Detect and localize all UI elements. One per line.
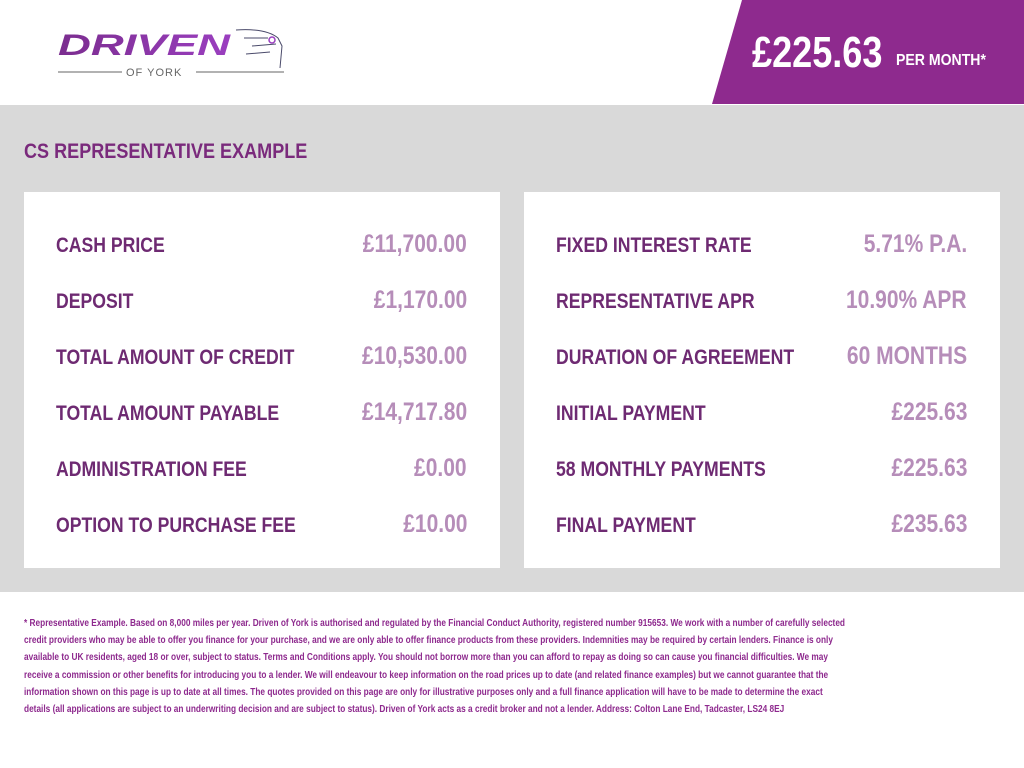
finance-row: TOTAL AMOUNT OF CREDIT £10,530.00 xyxy=(56,342,467,372)
finance-row: FIXED INTEREST RATE 5.71% P.A. xyxy=(556,230,967,260)
finance-row: OPTION TO PURCHASE FEE £10.00 xyxy=(56,510,467,540)
finance-row: REPRESENTATIVE APR 10.90% APR xyxy=(556,286,967,316)
finance-value: £0.00 xyxy=(414,454,467,482)
finance-label: CASH PRICE xyxy=(56,234,165,257)
section-title: CS REPRESENTATIVE EXAMPLE xyxy=(24,140,308,163)
finance-row: INITIAL PAYMENT £225.63 xyxy=(556,398,967,428)
finance-value: 10.90% APR xyxy=(846,286,967,314)
disclaimer-line: credit providers who may be able to offe… xyxy=(24,634,833,647)
monthly-price-banner: £225.63 PER MONTH* xyxy=(712,0,1024,104)
finance-row: CASH PRICE £11,700.00 xyxy=(56,230,467,260)
finance-row: TOTAL AMOUNT PAYABLE £14,717.80 xyxy=(56,398,467,428)
finance-label: TOTAL AMOUNT PAYABLE xyxy=(56,402,280,425)
driven-of-york-logo[interactable]: DRIVEN OF YORK xyxy=(56,24,291,80)
finance-row: DURATION OF AGREEMENT 60 MONTHS xyxy=(556,342,967,372)
finance-label: TOTAL AMOUNT OF CREDIT xyxy=(56,346,295,369)
representative-example-section: CS REPRESENTATIVE EXAMPLE CASH PRICE £11,… xyxy=(0,105,1024,592)
finance-row: ADMINISTRATION FEE £0.00 xyxy=(56,454,467,484)
finance-label: DEPOSIT xyxy=(56,290,134,313)
finance-value: £11,700.00 xyxy=(363,230,467,258)
disclaimer: * Representative Example. Based on 8,000… xyxy=(24,615,845,718)
disclaimer-line: information shown on this page is up to … xyxy=(24,685,823,698)
per-month-label: PER MONTH* xyxy=(896,52,986,69)
finance-label: FINAL PAYMENT xyxy=(556,514,696,537)
finance-label: FIXED INTEREST RATE xyxy=(556,234,752,257)
finance-value: £14,717.80 xyxy=(361,398,467,426)
disclaimer-line: receive a commission or other benefits f… xyxy=(24,668,829,681)
car-outline-icon xyxy=(235,29,283,69)
finance-row: 58 MONTHLY PAYMENTS £225.63 xyxy=(556,454,967,484)
finance-label: 58 MONTHLY PAYMENTS xyxy=(556,458,766,481)
finance-value: 5.71% P.A. xyxy=(863,230,967,258)
finance-panel-left: CASH PRICE £11,700.00 DEPOSIT £1,170.00 TOTA… xyxy=(24,192,500,568)
disclaimer-line: available to UK residents, aged 18 or ov… xyxy=(24,651,829,664)
finance-label: OPTION TO PURCHASE FEE xyxy=(56,514,296,537)
logo-subtitle: OF YORK xyxy=(126,67,182,79)
finance-value: 60 MONTHS xyxy=(846,342,967,370)
finance-value: £235.63 xyxy=(891,510,967,538)
finance-value: £225.63 xyxy=(891,454,967,482)
finance-panel-right: FIXED INTEREST RATE 5.71% P.A. REPRESENTAT… xyxy=(524,192,1000,568)
finance-value: £10.00 xyxy=(402,510,467,538)
finance-label: ADMINISTRATION FEE xyxy=(56,458,247,481)
finance-label: INITIAL PAYMENT xyxy=(556,402,706,425)
finance-value: £225.63 xyxy=(891,398,967,426)
monthly-price: £225.63 xyxy=(752,28,883,77)
finance-value: £1,170.00 xyxy=(373,286,467,314)
finance-label: DURATION OF AGREEMENT xyxy=(556,346,795,369)
finance-value: £10,530.00 xyxy=(361,342,467,370)
finance-label: REPRESENTATIVE APR xyxy=(556,290,755,313)
finance-row: DEPOSIT £1,170.00 xyxy=(56,286,467,316)
finance-row: FINAL PAYMENT £235.63 xyxy=(556,510,967,540)
logo-wordmark: DRIVEN xyxy=(58,29,232,62)
disclaimer-line: * Representative Example. Based on 8,000… xyxy=(24,617,846,629)
disclaimer-line: details (all applications are subject to… xyxy=(24,703,785,716)
